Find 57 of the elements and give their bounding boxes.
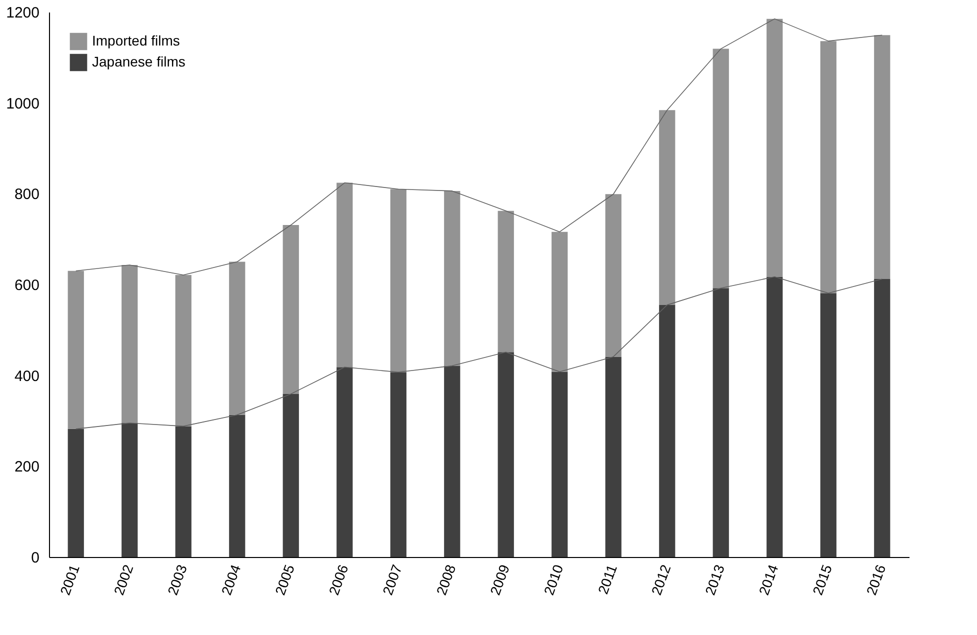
bar (444, 190, 460, 366)
y-tick-label: 1000 (6, 95, 40, 112)
legend-label: Japanese films (92, 54, 186, 70)
y-tick-label: 800 (14, 186, 40, 204)
x-tick-label: 2013 (702, 562, 728, 598)
bar (659, 304, 676, 557)
bar (68, 428, 84, 557)
bar (68, 270, 84, 429)
x-tick-label: 2016 (863, 562, 889, 598)
y-tick-label: 0 (31, 550, 40, 566)
bar (122, 264, 138, 424)
bar (175, 426, 192, 557)
x-tick-label: 2008 (433, 562, 459, 598)
bar (552, 372, 568, 557)
x-tick-label: 2003 (164, 562, 190, 598)
bar (122, 423, 138, 557)
bar (820, 41, 836, 294)
legend-label: Imported films (92, 32, 180, 48)
x-tick-label: 2010 (540, 562, 566, 598)
x-tick-label: 2015 (809, 562, 836, 598)
bar (766, 276, 783, 557)
bar (336, 367, 353, 557)
bar (766, 18, 783, 277)
bar (820, 293, 836, 557)
x-tick-label: 2002 (110, 562, 136, 598)
bar (712, 288, 729, 557)
bar (712, 48, 729, 288)
bar (282, 225, 299, 394)
x-tick-label: 2009 (486, 562, 513, 598)
bar (498, 210, 514, 352)
x-tick-label: 2007 (379, 562, 406, 598)
bar (444, 366, 460, 557)
x-tick-label: 2006 (326, 562, 352, 598)
bar (874, 279, 890, 557)
x-tick-label: 2001 (56, 562, 83, 598)
bar (282, 394, 299, 557)
bar (498, 352, 514, 557)
x-tick-label: 2011 (594, 562, 620, 596)
y-tick-label: 400 (14, 368, 40, 385)
bar (229, 414, 246, 557)
y-tick-label: 600 (14, 277, 40, 294)
bar (552, 232, 568, 372)
y-tick-label: 200 (14, 458, 40, 476)
bar (390, 372, 406, 557)
bar (659, 110, 676, 305)
bar (390, 189, 406, 372)
bar (229, 262, 246, 415)
bar (605, 194, 622, 357)
x-tick-label: 2012 (648, 562, 674, 598)
bar (336, 182, 353, 368)
bar (605, 356, 622, 557)
x-tick-label: 2004 (218, 562, 244, 598)
bar (175, 274, 192, 426)
x-tick-label: 2005 (272, 562, 298, 598)
bar (874, 35, 890, 280)
y-tick-label: 1200 (6, 4, 40, 22)
x-tick-label: 2014 (756, 562, 782, 598)
